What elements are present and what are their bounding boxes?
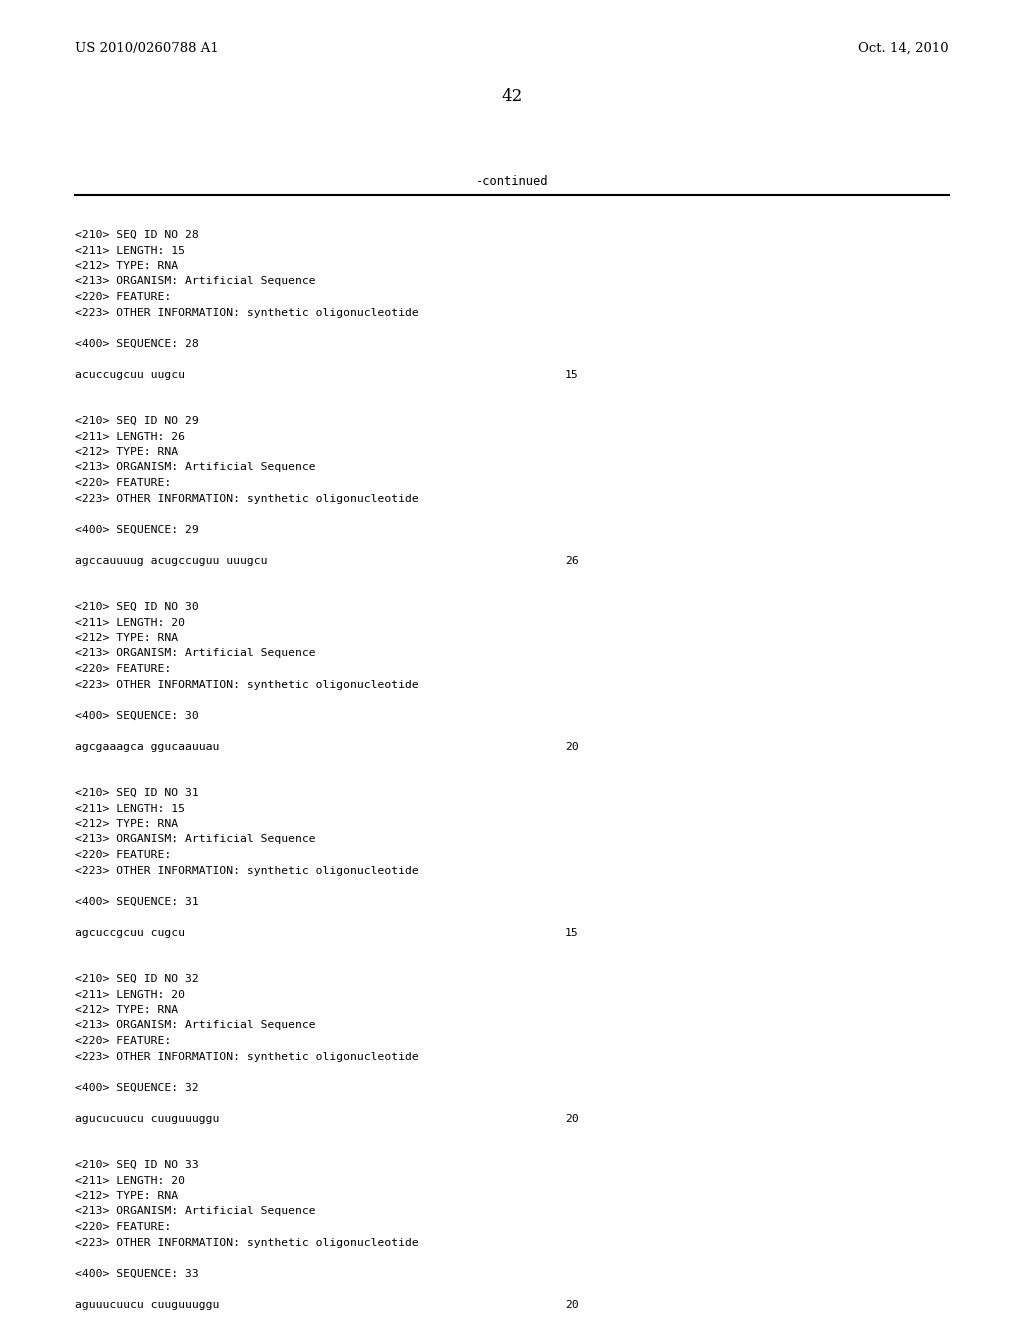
Text: <210> SEQ ID NO 29: <210> SEQ ID NO 29 [75, 416, 199, 426]
Text: <400> SEQUENCE: 29: <400> SEQUENCE: 29 [75, 524, 199, 535]
Text: agcuccgcuu cugcu: agcuccgcuu cugcu [75, 928, 185, 937]
Text: US 2010/0260788 A1: US 2010/0260788 A1 [75, 42, 219, 55]
Text: <223> OTHER INFORMATION: synthetic oligonucleotide: <223> OTHER INFORMATION: synthetic oligo… [75, 680, 419, 689]
Text: <211> LENGTH: 15: <211> LENGTH: 15 [75, 804, 185, 813]
Text: 42: 42 [502, 88, 522, 106]
Text: <400> SEQUENCE: 32: <400> SEQUENCE: 32 [75, 1082, 199, 1093]
Text: <211> LENGTH: 20: <211> LENGTH: 20 [75, 990, 185, 999]
Text: <213> ORGANISM: Artificial Sequence: <213> ORGANISM: Artificial Sequence [75, 276, 315, 286]
Text: <210> SEQ ID NO 28: <210> SEQ ID NO 28 [75, 230, 199, 240]
Text: <400> SEQUENCE: 33: <400> SEQUENCE: 33 [75, 1269, 199, 1279]
Text: <400> SEQUENCE: 30: <400> SEQUENCE: 30 [75, 710, 199, 721]
Text: <211> LENGTH: 15: <211> LENGTH: 15 [75, 246, 185, 256]
Text: 20: 20 [565, 742, 579, 751]
Text: <400> SEQUENCE: 28: <400> SEQUENCE: 28 [75, 338, 199, 348]
Text: aguuucuucu cuuguuuggu: aguuucuucu cuuguuuggu [75, 1299, 219, 1309]
Text: 15: 15 [565, 928, 579, 937]
Text: <223> OTHER INFORMATION: synthetic oligonucleotide: <223> OTHER INFORMATION: synthetic oligo… [75, 1052, 419, 1061]
Text: <212> TYPE: RNA: <212> TYPE: RNA [75, 1005, 178, 1015]
Text: <211> LENGTH: 20: <211> LENGTH: 20 [75, 618, 185, 627]
Text: <223> OTHER INFORMATION: synthetic oligonucleotide: <223> OTHER INFORMATION: synthetic oligo… [75, 494, 419, 503]
Text: <213> ORGANISM: Artificial Sequence: <213> ORGANISM: Artificial Sequence [75, 834, 315, 845]
Text: <223> OTHER INFORMATION: synthetic oligonucleotide: <223> OTHER INFORMATION: synthetic oligo… [75, 866, 419, 875]
Text: <213> ORGANISM: Artificial Sequence: <213> ORGANISM: Artificial Sequence [75, 648, 315, 659]
Text: <220> FEATURE:: <220> FEATURE: [75, 1036, 171, 1045]
Text: <213> ORGANISM: Artificial Sequence: <213> ORGANISM: Artificial Sequence [75, 1020, 315, 1031]
Text: <211> LENGTH: 26: <211> LENGTH: 26 [75, 432, 185, 441]
Text: 26: 26 [565, 556, 579, 565]
Text: <212> TYPE: RNA: <212> TYPE: RNA [75, 1191, 178, 1201]
Text: <223> OTHER INFORMATION: synthetic oligonucleotide: <223> OTHER INFORMATION: synthetic oligo… [75, 1238, 419, 1247]
Text: <212> TYPE: RNA: <212> TYPE: RNA [75, 818, 178, 829]
Text: <210> SEQ ID NO 30: <210> SEQ ID NO 30 [75, 602, 199, 612]
Text: <220> FEATURE:: <220> FEATURE: [75, 292, 171, 302]
Text: <210> SEQ ID NO 32: <210> SEQ ID NO 32 [75, 974, 199, 983]
Text: -continued: -continued [476, 176, 548, 187]
Text: Oct. 14, 2010: Oct. 14, 2010 [858, 42, 949, 55]
Text: 15: 15 [565, 370, 579, 380]
Text: <220> FEATURE:: <220> FEATURE: [75, 1222, 171, 1232]
Text: <220> FEATURE:: <220> FEATURE: [75, 478, 171, 488]
Text: <400> SEQUENCE: 31: <400> SEQUENCE: 31 [75, 896, 199, 907]
Text: agccauuuug acugccuguu uuugcu: agccauuuug acugccuguu uuugcu [75, 556, 267, 565]
Text: <223> OTHER INFORMATION: synthetic oligonucleotide: <223> OTHER INFORMATION: synthetic oligo… [75, 308, 419, 318]
Text: 20: 20 [565, 1299, 579, 1309]
Text: acuccugcuu uugcu: acuccugcuu uugcu [75, 370, 185, 380]
Text: <210> SEQ ID NO 31: <210> SEQ ID NO 31 [75, 788, 199, 799]
Text: <213> ORGANISM: Artificial Sequence: <213> ORGANISM: Artificial Sequence [75, 462, 315, 473]
Text: agucucuucu cuuguuuggu: agucucuucu cuuguuuggu [75, 1114, 219, 1123]
Text: <212> TYPE: RNA: <212> TYPE: RNA [75, 634, 178, 643]
Text: <212> TYPE: RNA: <212> TYPE: RNA [75, 261, 178, 271]
Text: <220> FEATURE:: <220> FEATURE: [75, 664, 171, 675]
Text: <210> SEQ ID NO 33: <210> SEQ ID NO 33 [75, 1160, 199, 1170]
Text: <212> TYPE: RNA: <212> TYPE: RNA [75, 447, 178, 457]
Text: <220> FEATURE:: <220> FEATURE: [75, 850, 171, 861]
Text: 20: 20 [565, 1114, 579, 1123]
Text: <213> ORGANISM: Artificial Sequence: <213> ORGANISM: Artificial Sequence [75, 1206, 315, 1217]
Text: agcgaaagca ggucaauuau: agcgaaagca ggucaauuau [75, 742, 219, 751]
Text: <211> LENGTH: 20: <211> LENGTH: 20 [75, 1176, 185, 1185]
